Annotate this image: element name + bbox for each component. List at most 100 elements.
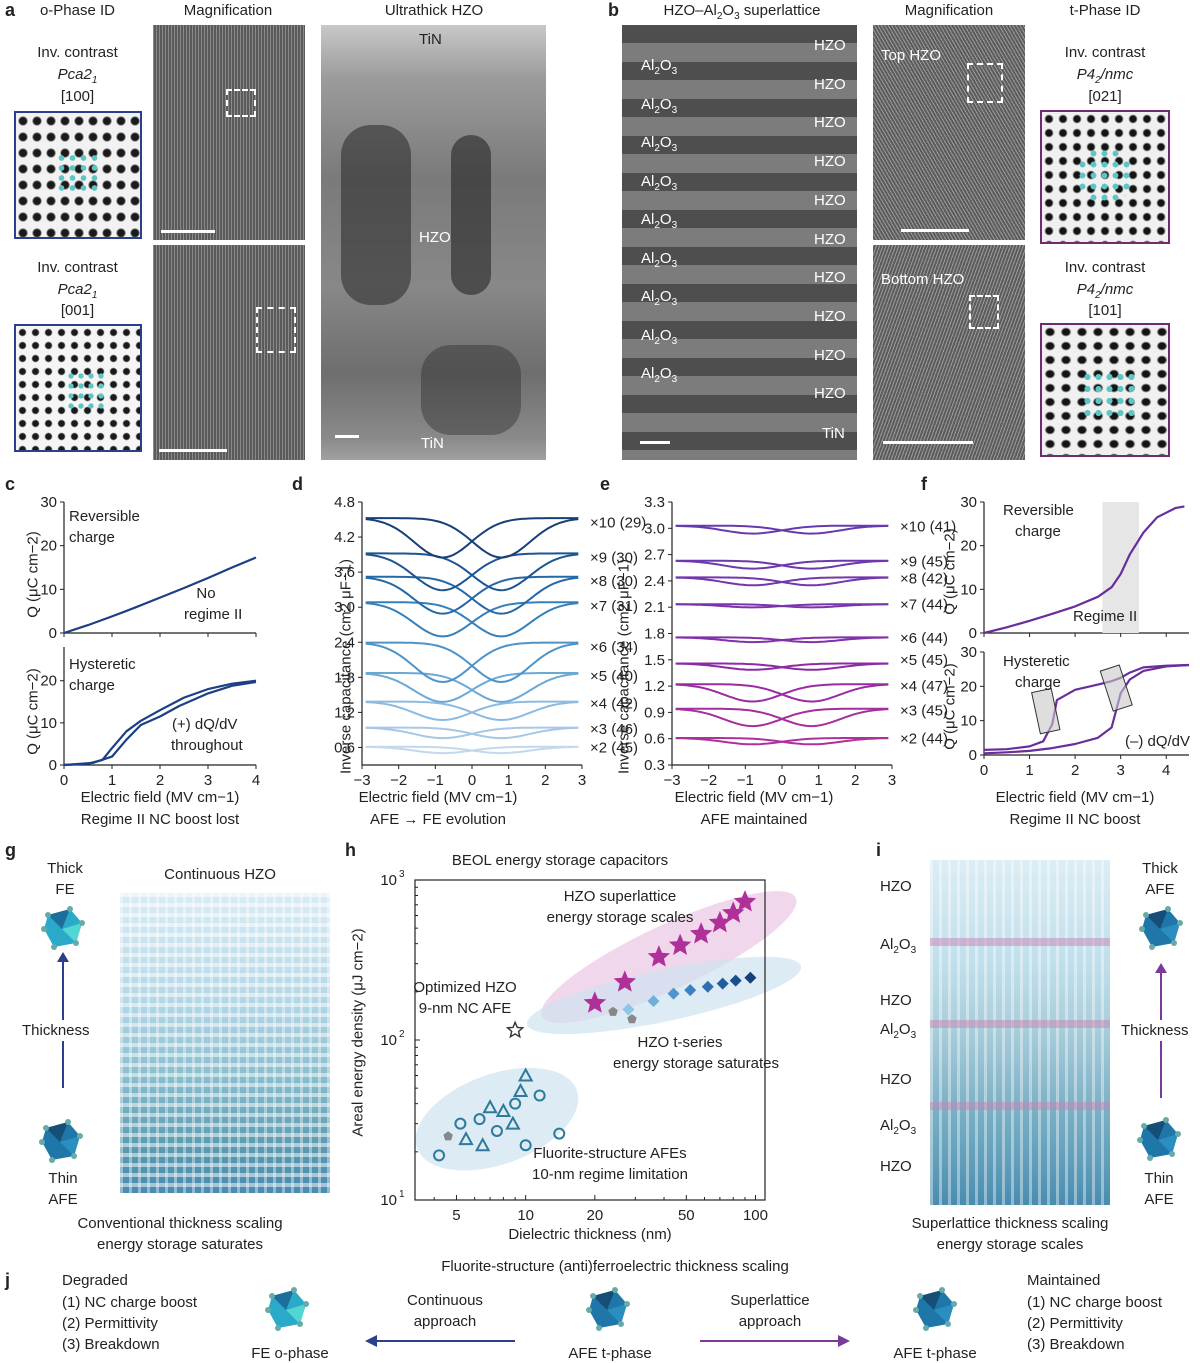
d-xlabel: Electric field (MV cm−1)	[358, 789, 518, 806]
j-right-head: Maintained	[1027, 1272, 1101, 1289]
g-continuous-label: Continuous HZO	[164, 866, 276, 883]
b-hzo-label: HZO	[814, 191, 846, 209]
g-caption1: Conventional thickness scaling	[77, 1215, 283, 1232]
c-annot-reversible: Reversible	[69, 508, 140, 525]
curve-label: ×3 (45)	[900, 703, 948, 720]
curve-label: ×7 (31)	[590, 598, 638, 615]
a-inv1-dir: [100]	[60, 88, 95, 105]
h-annot-opt2: 9-nm NC AFE	[418, 1000, 512, 1017]
y-tick-exponent: 2	[399, 1029, 405, 1040]
b-scale-bar	[883, 441, 973, 444]
x-tick-label: 3	[204, 772, 212, 789]
loop-curve-branch	[675, 603, 889, 609]
g-continuous-hzo-structure	[120, 893, 330, 1193]
f-top-curve	[983, 505, 1185, 635]
curve-label: ×4 (42)	[590, 696, 638, 713]
b-inv2-image	[1040, 323, 1170, 457]
a-tin-bottom-label: TiN	[421, 435, 444, 452]
a-inv2-group: Pca21	[57, 281, 98, 301]
loop-curve-branch	[675, 576, 889, 587]
a-scale-bar	[335, 435, 359, 438]
loop-curve-branch	[365, 517, 579, 559]
b-inv1-line1: Inv. contrast	[1064, 44, 1146, 61]
loop-curve-branch	[675, 662, 889, 671]
f-annot-reversible: Reversible	[1003, 502, 1074, 519]
j-continuous2: approach	[413, 1313, 477, 1330]
loop-curve-branch	[365, 726, 579, 740]
b-al2o3-label: Al2O3	[641, 326, 678, 347]
x-tick-label: −3	[353, 772, 370, 789]
curve-label: ×9 (30)	[590, 550, 638, 567]
superlattice-star-marker	[647, 945, 671, 967]
tseries-diamond-marker	[744, 971, 757, 984]
y-tick-label: 0.6	[644, 731, 665, 748]
d-caption: AFE → FE evolution	[370, 811, 506, 828]
a-magnification-bottom	[153, 245, 305, 460]
b-mag-bottom-image: Bottom HZO	[873, 245, 1025, 460]
loop-curve-branch	[675, 559, 889, 570]
f-xlabel: Electric field (MV cm−1)	[995, 789, 1155, 806]
c-bottom-curve	[63, 680, 257, 767]
b-al2o3-label: Al2O3	[641, 249, 678, 270]
c-annot-no: No	[196, 585, 216, 602]
a-inv2-atom-overlay	[66, 371, 106, 411]
x-tick-label: 2	[156, 772, 164, 789]
x-tick-label: 50	[678, 1207, 695, 1224]
a-inv1-line1: Inv. contrast	[37, 44, 118, 61]
e-caption: AFE maintained	[700, 811, 808, 828]
i-superlattice-structure	[930, 860, 1110, 1205]
b-al2o3-label: Al2O3	[641, 95, 678, 116]
b-inv1-image	[1040, 110, 1170, 244]
i-layer-label: HZO	[880, 1071, 912, 1088]
fluorite-circle-marker	[553, 1127, 566, 1140]
j-right-item-2: (2) Permittivity	[1027, 1315, 1123, 1332]
i-thin-label: Thin	[1144, 1170, 1174, 1187]
fluorite-triangle-marker	[505, 1115, 521, 1130]
panel-label-e: e	[600, 474, 611, 494]
panel-label-f: f	[921, 474, 927, 494]
x-tick-label: 0	[468, 772, 476, 789]
y-tick-label: 20	[40, 538, 57, 555]
panel-label-a: a	[5, 0, 16, 20]
arrow-up-icon	[57, 952, 69, 962]
panel-label-c: c	[5, 474, 16, 494]
x-tick-label: 100	[743, 1207, 768, 1224]
curve-label: ×6 (34)	[590, 639, 638, 656]
i-al2o3-layer	[930, 938, 1110, 946]
b-hzo-label: HZO	[814, 230, 846, 248]
loop-curve-branch	[675, 683, 889, 703]
fe-crystal-icon	[40, 905, 86, 951]
x-tick-label: 3	[888, 772, 896, 789]
y-tick-label: 0.9	[644, 704, 665, 721]
a-col2-title: Magnification	[183, 2, 273, 19]
y-tick-label: 10	[380, 872, 397, 889]
b-top-hzo-label: Top HZO	[881, 47, 942, 64]
y-tick-label: 1.8	[334, 669, 355, 686]
a-ultrathick-image: TiN HZO TiN	[321, 25, 546, 460]
i-thickness-label: Thickness	[1121, 1020, 1189, 1041]
i-caption1: Superlattice thickness scaling	[911, 1215, 1109, 1232]
loop-curve-branch	[675, 707, 889, 728]
c-ylabel-top: Q (μC cm−2)	[24, 531, 42, 618]
afe-crystal-icon	[1138, 905, 1184, 951]
a-col3-title: Ultrathick HZO	[384, 2, 484, 19]
loop-curve-branch	[365, 641, 579, 683]
i-layer-label: HZO	[880, 1158, 912, 1175]
a-inv1-image	[14, 111, 142, 239]
f-bottom-curve	[983, 663, 1190, 751]
panel-label-h: h	[345, 840, 356, 860]
b-inv1-group: P42/nmc	[1076, 66, 1134, 86]
fluorite-circle-marker	[433, 1149, 446, 1162]
fluorite-circle-marker	[490, 1124, 503, 1137]
x-tick-label: 0	[980, 762, 988, 779]
x-tick-label: 1	[814, 772, 822, 789]
h-annot-tseries1: HZO t-series	[637, 1034, 723, 1051]
i-layer-label: HZO	[880, 992, 912, 1009]
y-tick-label: 20	[960, 678, 977, 695]
y-tick-label: 2.1	[644, 599, 665, 616]
fluorite-circle-marker	[533, 1089, 546, 1102]
a-inv2-image	[14, 324, 142, 452]
i-al2o3-layer	[930, 1102, 1110, 1110]
panel-label-g: g	[5, 840, 16, 860]
